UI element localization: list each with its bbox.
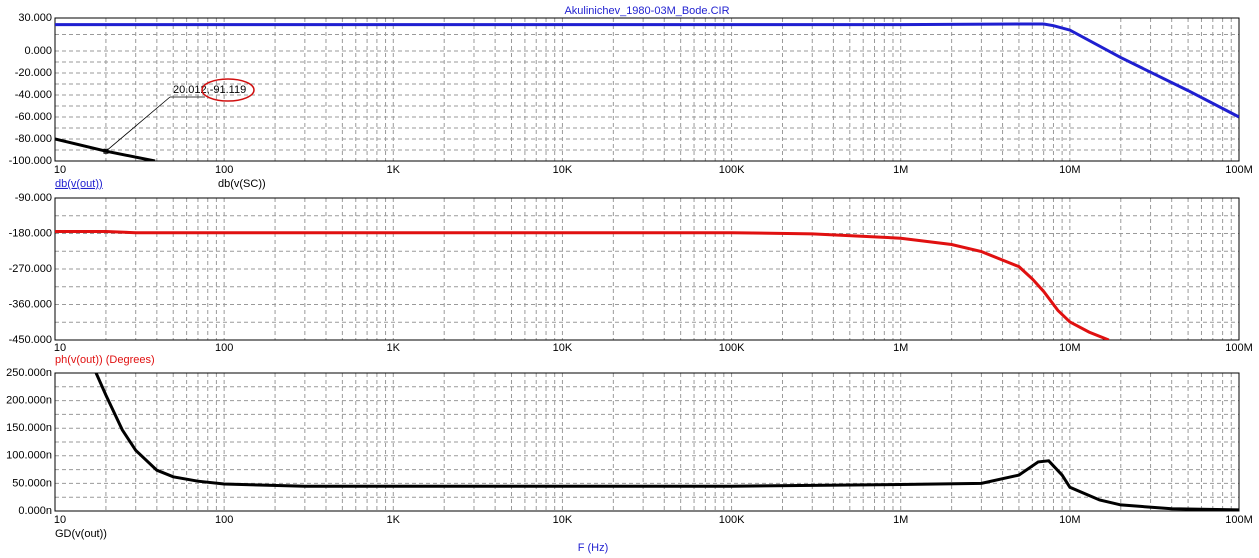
legend-entry: db(v(out)) bbox=[55, 178, 103, 190]
x-tick-label: 10K bbox=[553, 342, 573, 354]
annotation: 20.012,-91.119 bbox=[173, 84, 246, 96]
x-tick-label: 10M bbox=[1059, 164, 1080, 176]
y-tick-label: -360.000 bbox=[9, 298, 52, 310]
y-tick-label: -80.000 bbox=[15, 133, 52, 145]
x-tick-label: 100M bbox=[1225, 164, 1253, 176]
chart-title: Akulinichev_1980-03M_Bode.CIR bbox=[564, 5, 729, 17]
x-tick-label: 10 bbox=[54, 342, 66, 354]
y-tick-label: 0.000n bbox=[18, 505, 52, 517]
legend-entry: GD(v(out)) bbox=[55, 528, 107, 540]
series-line bbox=[55, 22, 1239, 119]
x-tick-label: 1M bbox=[893, 342, 908, 354]
y-tick-label: 100.000n bbox=[6, 450, 52, 462]
x-tick-label: 1K bbox=[387, 342, 401, 354]
y-tick-label: 30.000 bbox=[18, 12, 52, 24]
x-tick-label: 100K bbox=[719, 164, 745, 176]
y-tick-label: 200.000n bbox=[6, 395, 52, 407]
y-tick-label: -180.000 bbox=[9, 227, 52, 239]
x-tick-label: 100 bbox=[215, 164, 233, 176]
x-tick-label: 10K bbox=[553, 514, 573, 526]
y-tick-label: -270.000 bbox=[9, 263, 52, 275]
y-tick-label: -40.000 bbox=[15, 89, 52, 101]
highlight-ellipse bbox=[201, 78, 255, 102]
x-tick-label: 100M bbox=[1225, 342, 1253, 354]
y-tick-label: 150.000n bbox=[6, 422, 52, 434]
series-line bbox=[55, 230, 1110, 340]
x-tick-label: 10 bbox=[54, 514, 66, 526]
cursor-marker bbox=[103, 148, 109, 154]
y-tick-label: 0.000 bbox=[24, 45, 52, 57]
y-tick-label: -450.000 bbox=[9, 334, 52, 346]
x-tick-label: 100 bbox=[215, 342, 233, 354]
x-tick-label: 10M bbox=[1059, 342, 1080, 354]
x-tick-label: 1K bbox=[387, 514, 401, 526]
y-tick-label: -100.000 bbox=[9, 155, 52, 167]
x-tick-label: 100K bbox=[719, 342, 745, 354]
x-tick-label: 100K bbox=[719, 514, 745, 526]
x-tick-label: 10K bbox=[553, 164, 573, 176]
annotation-leader bbox=[105, 96, 171, 152]
legend-entry: ph(v(out)) (Degrees) bbox=[55, 354, 155, 366]
y-tick-label: 50.000n bbox=[12, 477, 52, 489]
x-tick-label: 100M bbox=[1225, 514, 1253, 526]
x-tick-label: 100 bbox=[215, 514, 233, 526]
x-tick-label: 10 bbox=[54, 164, 66, 176]
x-tick-label: 1M bbox=[893, 164, 908, 176]
series-line bbox=[94, 373, 1239, 511]
plot-frame bbox=[54, 372, 1240, 512]
plot-frame bbox=[54, 197, 1240, 341]
y-tick-label: 250.000n bbox=[6, 367, 52, 379]
legend-entry: db(v(SC)) bbox=[218, 178, 266, 190]
y-tick-label: -20.000 bbox=[15, 67, 52, 79]
x-tick-label: 10M bbox=[1059, 514, 1080, 526]
y-tick-label: -60.000 bbox=[15, 111, 52, 123]
y-tick-label: -90.000 bbox=[15, 192, 52, 204]
x-axis-label: F (Hz) bbox=[578, 542, 609, 554]
x-tick-label: 1M bbox=[893, 514, 908, 526]
x-tick-label: 1K bbox=[387, 164, 401, 176]
plot-frame bbox=[54, 17, 1240, 162]
